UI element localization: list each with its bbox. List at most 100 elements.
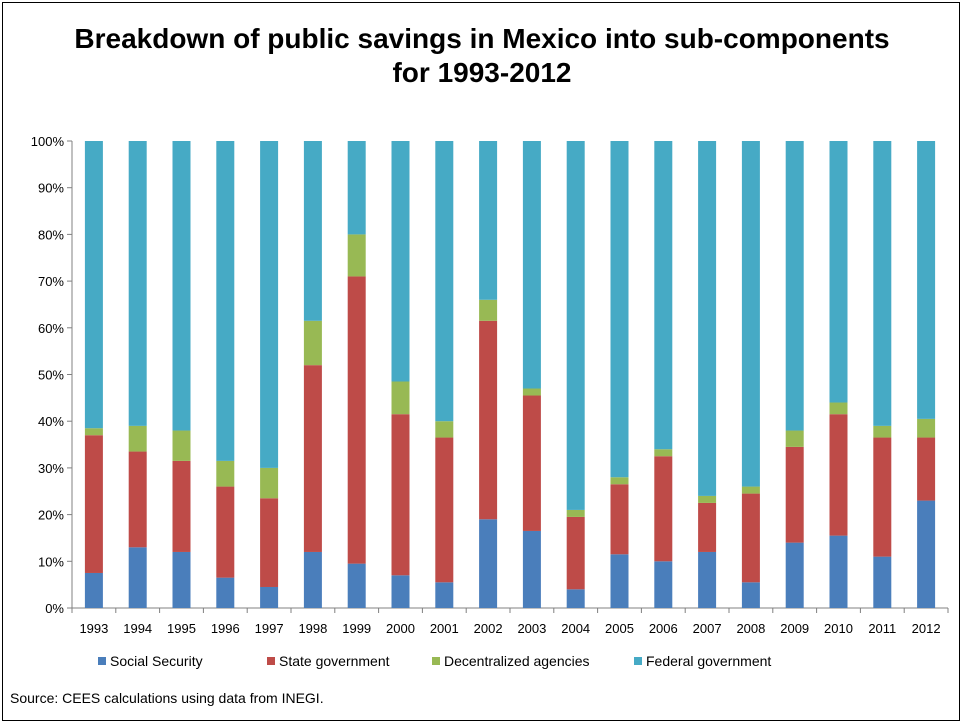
source-note: Source: CEES calculations using data fro… bbox=[10, 690, 324, 706]
bar-social-security-2002 bbox=[479, 519, 498, 608]
y-tick-label: 20% bbox=[38, 508, 64, 523]
x-tick-label: 2002 bbox=[474, 621, 503, 636]
bar-state-government-2012 bbox=[917, 437, 936, 501]
bar-social-security-2001 bbox=[435, 582, 454, 608]
bar-federal-government-2000 bbox=[391, 141, 410, 382]
bar-state-government-2007 bbox=[698, 502, 717, 552]
x-tick-label: 1997 bbox=[255, 621, 284, 636]
bar-social-security-1996 bbox=[216, 577, 235, 608]
bar-state-government-1999 bbox=[347, 276, 366, 564]
bar-decentralized-agencies-2004 bbox=[566, 509, 585, 517]
y-tick-label: 30% bbox=[38, 461, 64, 476]
bar-decentralized-agencies-1993 bbox=[84, 428, 103, 436]
bar-decentralized-agencies-1998 bbox=[303, 320, 322, 366]
bar-state-government-1997 bbox=[260, 498, 279, 587]
x-tick-label: 2001 bbox=[430, 621, 459, 636]
bar-social-security-1993 bbox=[84, 572, 103, 608]
bar-decentralized-agencies-2005 bbox=[610, 477, 629, 485]
bar-federal-government-2005 bbox=[610, 141, 629, 478]
bar-state-government-2004 bbox=[566, 516, 585, 590]
bar-social-security-2000 bbox=[391, 575, 410, 608]
bar-decentralized-agencies-2006 bbox=[654, 449, 673, 457]
x-tick-label: 2008 bbox=[736, 621, 765, 636]
bar-decentralized-agencies-2007 bbox=[698, 495, 717, 503]
chart-title: Breakdown of public savings in Mexico in… bbox=[74, 23, 890, 88]
y-tick-label: 0% bbox=[45, 601, 64, 616]
y-tick-label: 90% bbox=[38, 181, 64, 196]
legend-swatch-social-security bbox=[98, 657, 106, 665]
bar-decentralized-agencies-2012 bbox=[917, 418, 936, 438]
bar-decentralized-agencies-2000 bbox=[391, 381, 410, 415]
x-tick-label: 2004 bbox=[561, 621, 590, 636]
bar-state-government-1993 bbox=[84, 435, 103, 573]
y-tick-label: 40% bbox=[38, 414, 64, 429]
bar-social-security-2005 bbox=[610, 554, 629, 608]
bar-federal-government-2006 bbox=[654, 141, 673, 450]
bar-state-government-2006 bbox=[654, 456, 673, 562]
x-tick-label: 2005 bbox=[605, 621, 634, 636]
bar-state-government-1998 bbox=[303, 365, 322, 552]
x-tick-label: 1993 bbox=[79, 621, 108, 636]
y-tick-label: 100% bbox=[31, 134, 65, 149]
bar-state-government-2011 bbox=[873, 437, 892, 557]
bar-social-security-2012 bbox=[917, 500, 936, 608]
bar-decentralized-agencies-2010 bbox=[829, 402, 848, 415]
y-tick-label: 80% bbox=[38, 227, 64, 242]
bar-decentralized-agencies-1994 bbox=[128, 425, 147, 452]
x-tick-label: 2006 bbox=[649, 621, 678, 636]
bar-decentralized-agencies-1999 bbox=[347, 234, 366, 277]
bar-state-government-2005 bbox=[610, 484, 629, 555]
legend-swatch-decentralized-agencies bbox=[432, 657, 440, 665]
legend-label-decentralized-agencies: Decentralized agencies bbox=[444, 653, 590, 669]
x-tick-label: 1996 bbox=[211, 621, 240, 636]
x-tick-label: 1995 bbox=[167, 621, 196, 636]
bar-social-security-1994 bbox=[128, 547, 147, 608]
x-tick-label: 1999 bbox=[342, 621, 371, 636]
bar-decentralized-agencies-1997 bbox=[260, 467, 279, 499]
bar-state-government-2010 bbox=[829, 414, 848, 536]
bar-decentralized-agencies-2003 bbox=[522, 388, 541, 396]
legend-swatch-federal-government bbox=[634, 657, 642, 665]
bar-federal-government-2009 bbox=[785, 141, 804, 431]
bar-federal-government-1994 bbox=[128, 141, 147, 426]
bar-federal-government-1996 bbox=[216, 141, 235, 461]
bar-federal-government-2007 bbox=[698, 141, 717, 496]
bar-state-government-1995 bbox=[172, 460, 191, 552]
bar-social-security-1997 bbox=[260, 586, 279, 608]
x-tick-label: 1994 bbox=[123, 621, 152, 636]
bar-federal-government-1997 bbox=[260, 141, 279, 468]
x-tick-label: 2007 bbox=[693, 621, 722, 636]
bar-federal-government-2012 bbox=[917, 141, 936, 419]
bar-federal-government-2010 bbox=[829, 141, 848, 403]
bar-federal-government-1999 bbox=[347, 141, 366, 235]
bar-state-government-1996 bbox=[216, 486, 235, 578]
bar-federal-government-2004 bbox=[566, 141, 585, 510]
x-tick-label: 2011 bbox=[868, 621, 896, 636]
bar-social-security-2003 bbox=[522, 530, 541, 608]
y-tick-label: 70% bbox=[38, 274, 64, 289]
y-tick-label: 50% bbox=[38, 368, 64, 383]
bar-state-government-2009 bbox=[785, 446, 804, 543]
legend-swatch-state-government bbox=[267, 657, 275, 665]
bar-decentralized-agencies-2008 bbox=[741, 486, 760, 494]
bar-social-security-1998 bbox=[303, 551, 322, 608]
legend-label-federal-government: Federal government bbox=[646, 653, 771, 669]
bar-decentralized-agencies-2001 bbox=[435, 421, 454, 438]
bar-federal-government-2011 bbox=[873, 141, 892, 426]
bar-state-government-2008 bbox=[741, 493, 760, 583]
x-tick-label: 2003 bbox=[517, 621, 546, 636]
y-tick-label: 60% bbox=[38, 321, 64, 336]
x-tick-label: 2000 bbox=[386, 621, 415, 636]
bar-social-security-1995 bbox=[172, 551, 191, 608]
bar-state-government-2003 bbox=[522, 395, 541, 531]
bar-decentralized-agencies-2009 bbox=[785, 430, 804, 447]
bar-decentralized-agencies-1996 bbox=[216, 460, 235, 487]
bar-federal-government-2001 bbox=[435, 141, 454, 422]
bar-federal-government-2003 bbox=[522, 141, 541, 389]
bar-decentralized-agencies-1995 bbox=[172, 430, 191, 461]
legend-label-social-security: Social Security bbox=[110, 653, 203, 669]
bar-state-government-1994 bbox=[128, 451, 147, 548]
bar-social-security-2010 bbox=[829, 535, 848, 608]
bar-federal-government-2002 bbox=[479, 141, 498, 300]
